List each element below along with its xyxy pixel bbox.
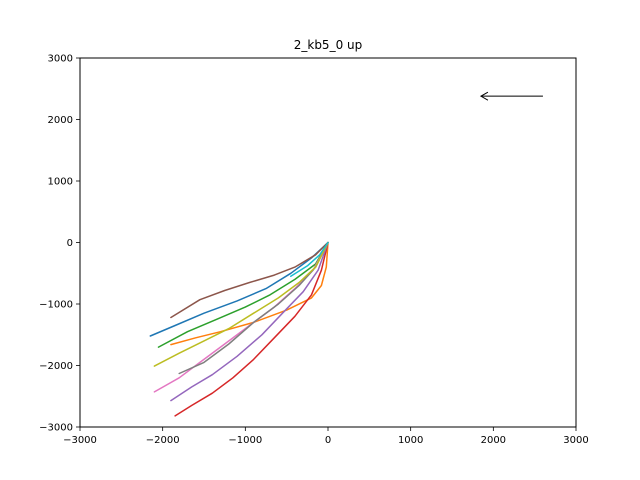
chart-title: 2_kb5_0 up (294, 38, 363, 52)
arrow-head (479, 91, 489, 101)
series-line-6 (170, 241, 329, 319)
annotation-arrow (479, 91, 543, 101)
y-tick-label: 1000 (48, 177, 73, 188)
x-tick-label: −2000 (146, 435, 180, 446)
y-tick-label: 2000 (48, 115, 73, 126)
x-tick-label: 3000 (563, 435, 588, 446)
series-line-2 (170, 241, 329, 346)
series-line-10 (290, 241, 329, 278)
x-axis: −3000 −2000 −1000 0 1000 2000 3000 (63, 427, 589, 446)
y-tick-label: −3000 (39, 423, 73, 434)
y-tick-label: −2000 (39, 361, 73, 372)
series-layer (149, 241, 329, 417)
x-tick-label: 2000 (481, 435, 506, 446)
y-tick-label: 0 (67, 238, 73, 249)
y-tick-label: 3000 (48, 54, 73, 65)
x-tick-label: 0 (325, 435, 331, 446)
x-tick-label: −3000 (63, 435, 97, 446)
series-line-9 (153, 241, 329, 367)
series-line-4 (174, 241, 329, 417)
series-line-5 (170, 241, 329, 402)
x-tick-label: −1000 (228, 435, 262, 446)
x-tick-label: 1000 (398, 435, 423, 446)
series-line-1 (149, 241, 329, 337)
y-axis: −3000 −2000 −1000 0 1000 2000 3000 (39, 54, 80, 434)
series-line-3 (157, 241, 329, 348)
y-tick-label: −1000 (39, 300, 73, 311)
